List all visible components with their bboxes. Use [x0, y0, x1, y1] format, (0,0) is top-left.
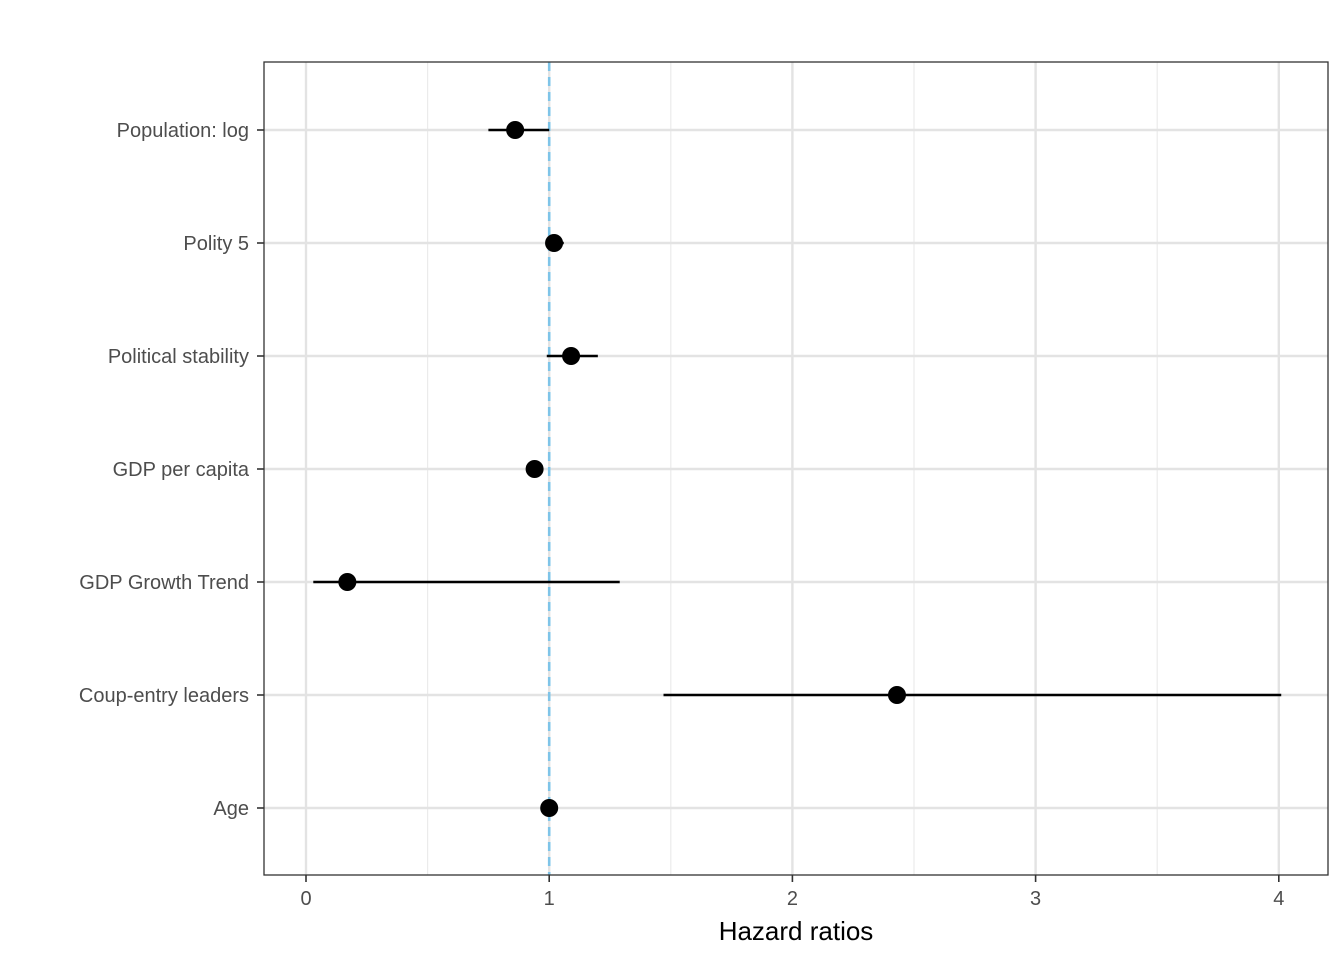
estimate-point	[506, 121, 525, 139]
y-tick-label: GDP Growth Trend	[79, 572, 249, 594]
x-tick-label: 4	[1273, 888, 1284, 910]
point-estimates	[338, 121, 906, 817]
x-axis-title: Hazard ratios	[719, 916, 874, 946]
x-tick-label: 2	[787, 888, 798, 910]
y-tick-label: Age	[213, 798, 249, 820]
y-tick-label: Polity 5	[183, 233, 249, 255]
estimate-point	[338, 573, 357, 591]
y-tick-label: Population: log	[117, 120, 249, 142]
estimate-point	[545, 234, 564, 252]
x-tick-label: 0	[300, 888, 311, 910]
y-tick-label: Coup-entry leaders	[79, 685, 249, 707]
estimate-point	[562, 347, 581, 365]
y-tick-label: Political stability	[108, 346, 249, 368]
estimate-point	[525, 460, 544, 478]
x-axis: 0 1 2 3 4	[300, 875, 1284, 910]
estimate-point	[540, 799, 559, 817]
y-tick-label: GDP per capita	[113, 459, 250, 481]
y-axis: Population: log Polity 5 Political stabili…	[79, 120, 264, 820]
x-tick-label: 3	[1030, 888, 1041, 910]
x-tick-label: 1	[544, 888, 555, 910]
estimate-point	[887, 686, 906, 704]
